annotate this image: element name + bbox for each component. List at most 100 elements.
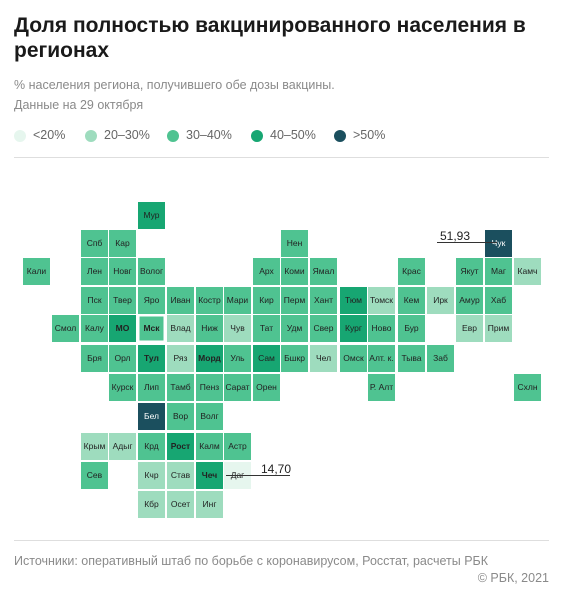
callout-line-dag [226, 475, 290, 476]
top-divider [14, 157, 549, 158]
page-title: Доля полностью вакцинированного населени… [14, 14, 526, 62]
legend-swatch [334, 130, 346, 142]
region-tile: Кчр [138, 462, 165, 489]
region-tile: Ирк [427, 287, 454, 314]
region-tile: Коми [281, 258, 308, 285]
region-tile: Крд [138, 433, 165, 460]
legend-swatch [251, 130, 263, 142]
region-tile: Сам [253, 345, 280, 372]
region-tile: Чел [310, 345, 337, 372]
legend-label: <20% [33, 128, 66, 142]
region-tile: Осет [167, 491, 194, 518]
region-tile: Яро [138, 287, 165, 314]
region-tile: Р. Алт [368, 374, 395, 401]
region-tile: Перм [281, 287, 308, 314]
region-tile: Прим [485, 315, 512, 342]
region-tile: Чув [224, 315, 251, 342]
region-tile: Орл [109, 345, 136, 372]
region-tile: Алт. к. [368, 345, 395, 372]
region-tile: Адыг [109, 433, 136, 460]
region-tile: Твер [109, 287, 136, 314]
legend-label: >50% [353, 128, 386, 142]
region-tile: Чеч [196, 462, 223, 489]
region-tile: Вор [167, 403, 194, 430]
region-tile: Ниж [196, 315, 223, 342]
region-tile: Якут [456, 258, 483, 285]
region-tile: Сарат [224, 374, 251, 401]
region-tile: Томск [368, 287, 395, 314]
region-tile: Мур [138, 202, 165, 229]
region-tile: Свер [310, 315, 337, 342]
region-tile: Кург [340, 315, 367, 342]
region-tile: Иван [167, 287, 194, 314]
region-tile: Камч [514, 258, 541, 285]
region-tile: Кем [398, 287, 425, 314]
region-tile: Хант [310, 287, 337, 314]
region-tile: Евр [456, 315, 483, 342]
source-note: Источники: оперативный штаб по борьбе с … [14, 554, 489, 568]
region-tile: Инг [196, 491, 223, 518]
region-tile: Пск [81, 287, 108, 314]
region-tile: Бур [398, 315, 425, 342]
region-tile: Тат [253, 315, 280, 342]
region-tile: Калу [81, 315, 108, 342]
region-tile: Кар [109, 230, 136, 257]
region-tile: Смол [52, 315, 79, 342]
region-tile: Кбр [138, 491, 165, 518]
subtitle: % населения региона, получившего обе доз… [14, 78, 335, 92]
region-tile: Бшкр [281, 345, 308, 372]
region-tile: Заб [427, 345, 454, 372]
region-tile: Пенз [196, 374, 223, 401]
legend-label: 40–50% [270, 128, 316, 142]
region-tile: Бря [81, 345, 108, 372]
region-tile: Арх [253, 258, 280, 285]
region-tile: Ямал [310, 258, 337, 285]
region-tile: Уль [224, 345, 251, 372]
region-tile: Маг [485, 258, 512, 285]
region-tile: Нен [281, 230, 308, 257]
date-note: Данные на 29 октября [14, 98, 144, 112]
region-tile: Крым [81, 433, 108, 460]
legend-label: 30–40% [186, 128, 232, 142]
region-tile: Став [167, 462, 194, 489]
region-tile: Волог [138, 258, 165, 285]
region-tile: Тыва [398, 345, 425, 372]
region-tile: Схлн [514, 374, 541, 401]
callout-value-dag: 14,70 [261, 462, 292, 476]
region-tile: Морд [196, 345, 223, 372]
copyright: © РБК, 2021 [477, 571, 549, 585]
bottom-divider [14, 540, 549, 541]
legend-swatch [14, 130, 26, 142]
region-tile: Орен [253, 374, 280, 401]
region-tile: Омск [340, 345, 367, 372]
region-tile: Хаб [485, 287, 512, 314]
region-tile: Кали [23, 258, 50, 285]
region-tile: Костр [196, 287, 223, 314]
region-tile: Мск [138, 315, 165, 342]
region-tile: Курск [109, 374, 136, 401]
region-tile: Амур [456, 287, 483, 314]
callout-line-chuk [437, 242, 497, 243]
region-tile: Ряз [167, 345, 194, 372]
region-tile: Кир [253, 287, 280, 314]
region-tile: Рост [167, 433, 194, 460]
legend-swatch [167, 130, 179, 142]
region-tile: Удм [281, 315, 308, 342]
region-tile: Крас [398, 258, 425, 285]
region-tile: Влад [167, 315, 194, 342]
region-tile: Бел [138, 403, 165, 430]
region-tile: Тюм [340, 287, 367, 314]
region-tile: Лен [81, 258, 108, 285]
region-tile: Тул [138, 345, 165, 372]
region-tile: Волг [196, 403, 223, 430]
legend-label: 20–30% [104, 128, 150, 142]
region-tile: Лип [138, 374, 165, 401]
region-tile: Тамб [167, 374, 194, 401]
callout-value-chuk: 51,93 [440, 229, 471, 243]
region-tile: Астр [224, 433, 251, 460]
region-tile: Мари [224, 287, 251, 314]
legend-swatch [85, 130, 97, 142]
region-tile: Сев [81, 462, 108, 489]
region-tile: Спб [81, 230, 108, 257]
